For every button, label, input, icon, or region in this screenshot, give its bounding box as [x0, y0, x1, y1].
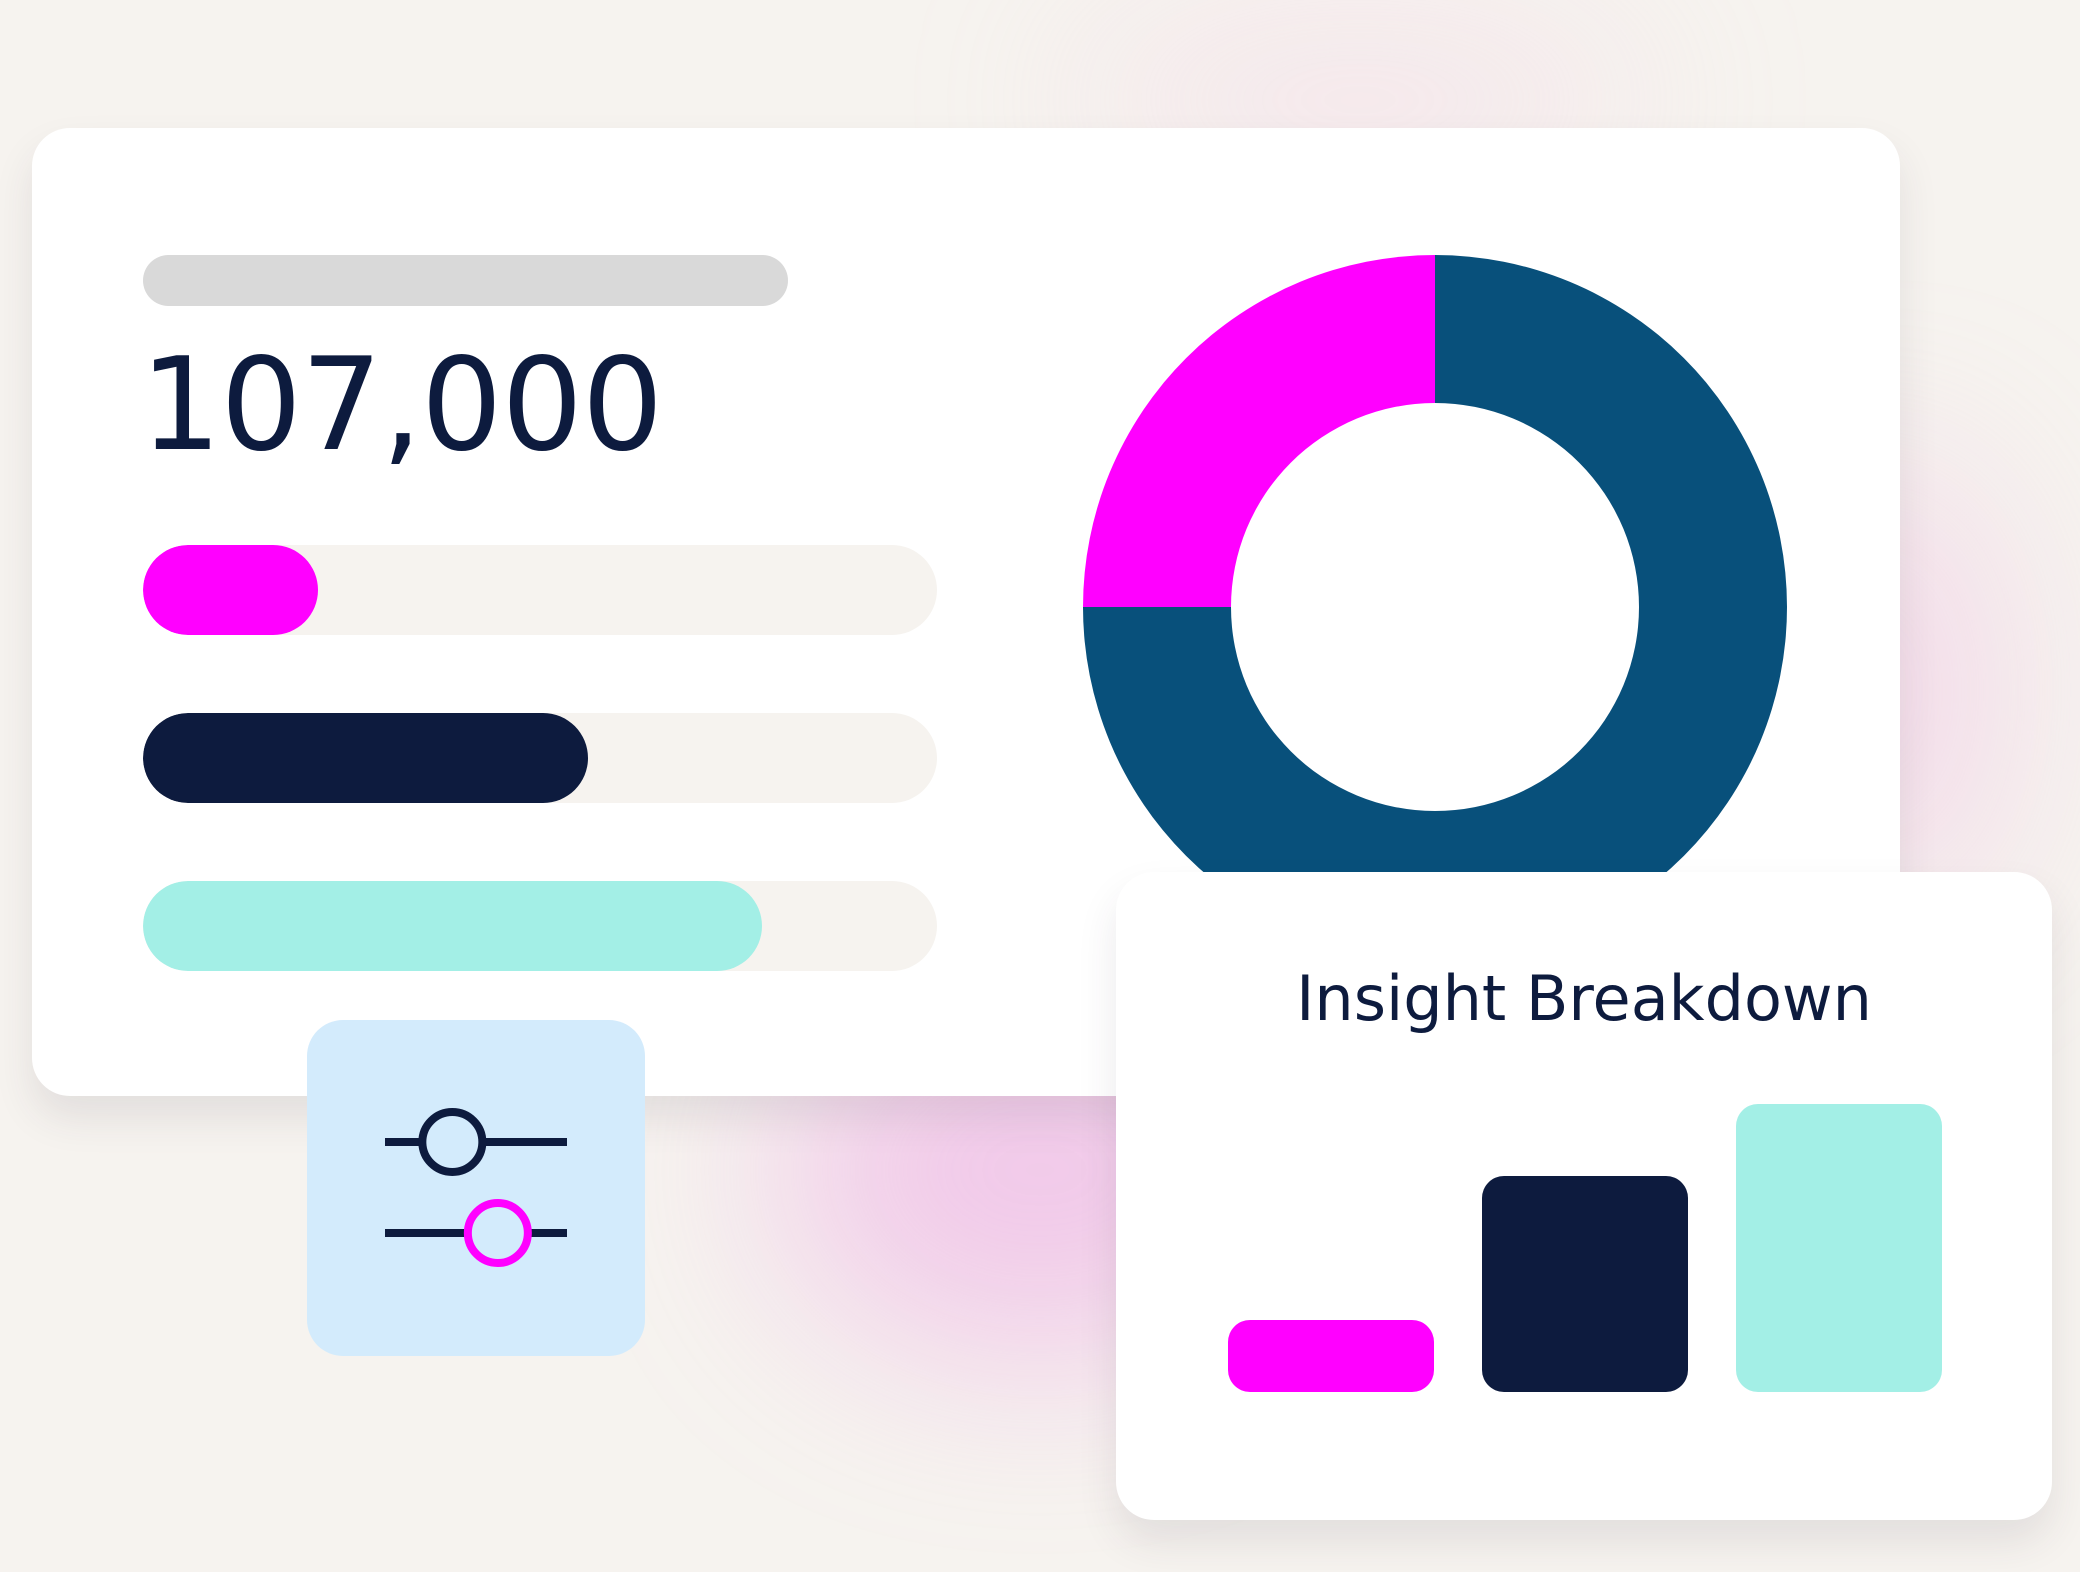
donut-chart [1083, 255, 1787, 959]
donut-slice-1 [1083, 255, 1787, 959]
slider-knob-2[interactable] [463, 1199, 532, 1267]
title-placeholder-bar [143, 255, 788, 306]
summary-value: 107,000 [140, 331, 663, 480]
slider-knob-1[interactable] [418, 1108, 487, 1176]
sliders-icon [385, 1108, 567, 1267]
progress-bar-magenta [143, 545, 937, 635]
progress-fill-teal [143, 881, 763, 971]
donut-slice-2 [1083, 255, 1435, 607]
bar-3 [1736, 1104, 1942, 1392]
insight-breakdown-title: Insight Breakdown [1296, 962, 1872, 1035]
progress-fill-navy [143, 713, 588, 803]
filter-settings-button[interactable] [307, 1020, 645, 1356]
insight-bar-chart [1228, 1104, 1942, 1392]
bar-2 [1482, 1176, 1688, 1392]
bar-1 [1228, 1320, 1434, 1392]
progress-bar-teal [143, 881, 937, 971]
progress-bar-navy [143, 713, 937, 803]
progress-fill-magenta [143, 545, 318, 635]
